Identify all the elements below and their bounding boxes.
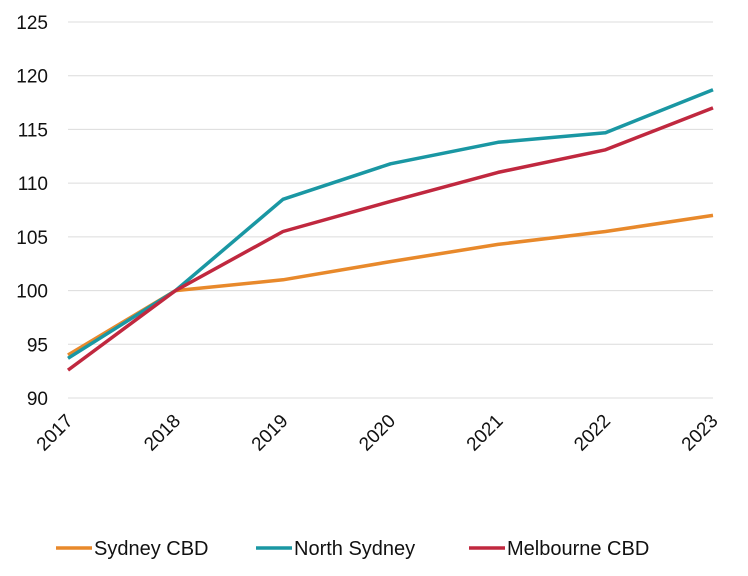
x-axis: 2017 2018 2019 2020 2021 2022 2023 (33, 411, 723, 456)
y-tick-label: 95 (27, 335, 48, 356)
x-tick-label: 2018 (140, 411, 185, 456)
series-line-sydney-cbd (67, 213, 714, 357)
grid-layer (68, 21, 713, 399)
x-tick-label: 2022 (570, 411, 615, 456)
x-tick-label: 2019 (248, 411, 293, 456)
legend-label: North Sydney (294, 538, 415, 560)
legend-label: Sydney CBD (94, 538, 209, 560)
x-tick-label: 2023 (678, 411, 723, 456)
y-tick-label: 115 (18, 120, 48, 141)
x-tick-label: 2020 (355, 411, 400, 456)
series-line-north-sydney (67, 88, 714, 360)
y-tick-label: 120 (16, 67, 48, 88)
x-tick-label: 2021 (463, 411, 508, 456)
series-layer (66, 88, 714, 372)
series-line-melbourne-cbd (66, 106, 714, 372)
legend-label: Melbourne CBD (507, 538, 649, 560)
y-tick-label: 110 (18, 174, 48, 195)
x-tick-label: 2017 (33, 411, 78, 456)
y-axis: 90 95 100 105 110 115 120 125 (16, 13, 48, 410)
y-tick-label: 90 (27, 389, 48, 410)
y-tick-label: 125 (16, 13, 48, 34)
legend: Sydney CBD North Sydney Melbourne CBD (56, 538, 649, 560)
y-tick-label: 100 (16, 282, 48, 303)
y-tick-label: 105 (16, 228, 48, 249)
